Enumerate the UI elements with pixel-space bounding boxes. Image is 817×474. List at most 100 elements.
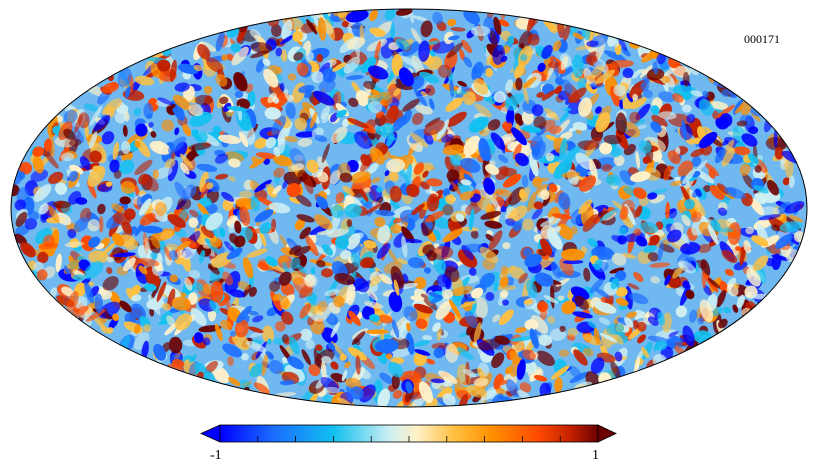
texture-blob [615,287,628,297]
texture-blob [101,131,115,145]
texture-blob [224,151,244,163]
texture-blob [723,307,731,314]
texture-blob [777,201,792,215]
texture-blob [106,267,113,274]
texture-blob [491,352,505,368]
texture-blob [486,230,494,236]
texture-blob [308,364,321,377]
texture-blob [571,54,584,79]
colorbar-min-label: -1 [210,448,222,463]
texture-blob [697,244,712,253]
texture-blob [365,329,390,335]
texture-blob [164,158,176,169]
texture-blob [167,363,185,371]
sky-map [10,8,808,408]
texture-blob [15,225,30,236]
texture-blob [415,104,433,115]
texture-blob [554,377,563,393]
temperature-texture [11,9,806,407]
texture-blob [471,25,491,37]
texture-blob [262,58,271,66]
texture-blob [502,299,509,306]
texture-blob [150,131,157,138]
texture-blob [37,251,49,264]
texture-blob [324,288,340,297]
texture-blob [502,121,513,131]
texture-blob [459,48,465,61]
texture-blob [406,332,415,355]
texture-blob [643,89,653,99]
texture-blob [167,159,179,182]
texture-blob [144,122,154,134]
texture-blob [143,323,152,333]
texture-blob [498,19,510,27]
texture-blob [288,197,301,204]
texture-blob [708,168,716,179]
texture-blob [367,162,379,175]
texture-blob [575,129,582,135]
texture-blob [518,272,528,284]
texture-blob [287,73,297,81]
texture-blob [249,363,264,377]
texture-blob [442,188,451,197]
texture-blob [788,214,804,223]
texture-blob [613,155,625,166]
texture-blob [502,242,511,250]
texture-blob [541,89,557,101]
texture-blob [531,207,543,220]
texture-blob [392,389,403,399]
texture-blob [215,31,225,52]
texture-blob [609,267,625,274]
texture-blob [255,59,265,73]
texture-blob [203,85,213,95]
texture-blob [718,280,729,293]
texture-blob [680,284,691,306]
texture-blob [635,150,640,169]
texture-blob [485,292,495,301]
texture-blob [499,290,509,298]
texture-blob [164,322,178,336]
texture-blob [182,123,192,137]
texture-blob [473,322,482,344]
texture-blob [637,250,652,265]
texture-blob [474,296,488,319]
texture-blob [724,268,734,277]
texture-blob [168,336,183,354]
texture-blob [536,91,546,98]
texture-blob [691,156,702,167]
texture-blob [668,331,679,338]
texture-blob [194,94,213,106]
texture-blob [67,228,77,239]
texture-blob [432,11,444,25]
texture-blob [386,246,399,265]
texture-blob [626,93,633,103]
texture-blob [636,124,647,130]
texture-blob [733,261,748,271]
texture-blob [735,246,741,251]
texture-blob [572,122,588,131]
texture-blob [270,24,282,37]
texture-blob [89,105,103,127]
texture-blob [572,311,593,319]
texture-blob [710,101,729,110]
texture-blob [197,203,210,217]
texture-blob [633,271,644,283]
texture-blob [130,285,141,296]
texture-blob [651,114,668,128]
texture-blob [533,201,544,210]
texture-blob [177,63,199,75]
texture-blob [281,19,293,40]
texture-blob [318,79,336,93]
texture-blob [431,342,448,350]
colorbar-min-arrow [200,424,221,443]
colorbar [200,424,617,443]
texture-blob [248,286,257,297]
texture-blob [122,125,128,137]
texture-blob [782,177,791,186]
texture-blob [650,276,661,284]
texture-blob [414,276,427,290]
texture-blob [522,218,535,231]
texture-blob [338,68,345,78]
texture-blob [559,110,571,123]
